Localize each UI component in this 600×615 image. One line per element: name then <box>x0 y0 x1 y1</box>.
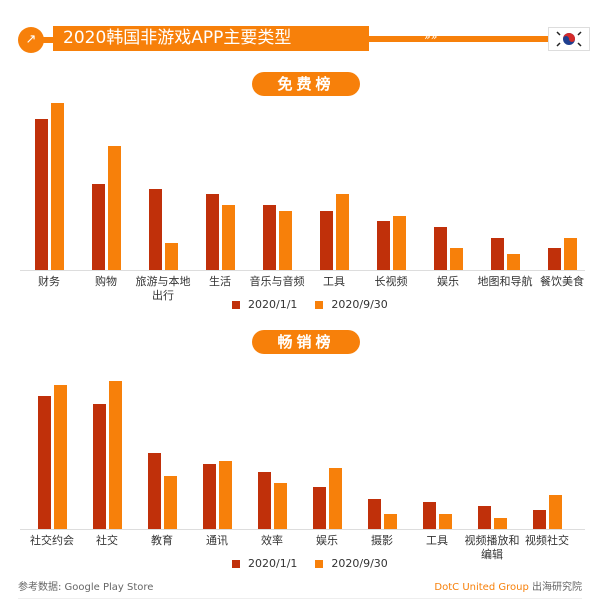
bar <box>564 237 577 270</box>
category-label: 社交约会 <box>30 534 74 547</box>
legend-label: 2020/1/1 <box>248 557 298 570</box>
source-note: 参考数据: Google Play Store <box>18 582 154 593</box>
bar <box>263 205 276 270</box>
brand-credit: DotC United Group 出海研究院 <box>434 578 582 593</box>
bar <box>206 194 219 270</box>
bar <box>313 487 326 529</box>
brand-name: DotC United Group <box>434 582 529 593</box>
legend-swatch <box>232 560 240 568</box>
category-label: 工具 <box>426 534 448 547</box>
x-axis <box>20 529 585 530</box>
bar <box>54 384 67 529</box>
bar <box>423 502 436 529</box>
bar <box>439 513 452 529</box>
bar <box>109 380 122 529</box>
legend-item: 2020/9/30 <box>315 557 388 570</box>
bar <box>329 468 342 529</box>
bar <box>549 494 562 529</box>
bar <box>336 194 349 270</box>
category-label: 社交 <box>96 534 118 547</box>
title-connector <box>40 37 56 43</box>
x-axis <box>20 270 585 271</box>
legend-label: 2020/9/30 <box>331 298 388 311</box>
category-label: 通讯 <box>206 534 228 547</box>
category-label: 购物 <box>95 275 117 288</box>
bar <box>491 237 504 270</box>
legend: 2020/1/1 2020/9/30 <box>232 298 388 311</box>
bar <box>93 403 106 529</box>
page-title: 2020韩国非游戏APP主要类型 <box>53 26 369 51</box>
category-label: 音乐与音频 <box>249 275 305 288</box>
bar <box>377 221 390 270</box>
bar <box>165 243 178 270</box>
bar <box>219 460 232 529</box>
bar <box>108 145 121 270</box>
bar <box>434 226 447 270</box>
category-label: 财务 <box>38 275 60 288</box>
external-link-icon: ↗ <box>18 27 44 53</box>
footer-divider <box>18 598 582 599</box>
bar <box>203 464 216 529</box>
bar <box>478 506 491 529</box>
legend-item: 2020/1/1 <box>232 557 297 570</box>
legend-swatch <box>232 301 240 309</box>
south-korea-flag-icon <box>548 27 590 51</box>
category-label: 娱乐 <box>437 275 459 288</box>
legend-label: 2020/1/1 <box>248 298 298 311</box>
bar <box>507 253 520 270</box>
category-label: 生活 <box>209 275 231 288</box>
legend-item: 2020/1/1 <box>232 298 297 311</box>
bar <box>393 216 406 270</box>
bar <box>274 483 287 529</box>
category-label: 长视频 <box>374 275 408 288</box>
category-label: 旅游与本地出行 <box>135 275 191 302</box>
bar <box>51 102 64 270</box>
legend-item: 2020/9/30 <box>315 298 388 311</box>
category-label: 效率 <box>261 534 283 547</box>
bar <box>368 498 381 529</box>
bar <box>38 396 51 529</box>
chart-title-grossing: 畅销榜 <box>252 330 360 354</box>
bar <box>148 453 161 529</box>
category-label: 地图和导航 <box>477 275 533 288</box>
bar <box>258 472 271 529</box>
brand-org: 出海研究院 <box>532 582 582 593</box>
legend-swatch <box>315 560 324 568</box>
category-label: 教育 <box>151 534 173 547</box>
bar <box>92 183 105 270</box>
bar <box>222 205 235 270</box>
bar <box>384 513 397 529</box>
bar <box>279 210 292 270</box>
bar <box>450 248 463 270</box>
chart-title-free: 免费榜 <box>252 72 360 96</box>
bar <box>533 510 546 529</box>
title-rule <box>369 36 549 42</box>
category-label: 工具 <box>323 275 345 288</box>
legend-label: 2020/9/30 <box>331 557 388 570</box>
chevrons-icon: »» <box>424 30 438 43</box>
bar <box>149 189 162 270</box>
legend-swatch <box>315 301 324 309</box>
category-label: 餐饮美食 <box>540 275 584 288</box>
legend: 2020/1/1 2020/9/30 <box>232 557 388 570</box>
category-label: 视频播放和编辑 <box>464 534 520 561</box>
category-label: 摄影 <box>371 534 393 547</box>
bar <box>164 475 177 529</box>
category-label: 视频社交 <box>525 534 569 547</box>
bar <box>320 210 333 270</box>
bar <box>35 118 48 270</box>
bar <box>494 517 507 529</box>
bar <box>548 248 561 270</box>
category-label: 娱乐 <box>316 534 338 547</box>
